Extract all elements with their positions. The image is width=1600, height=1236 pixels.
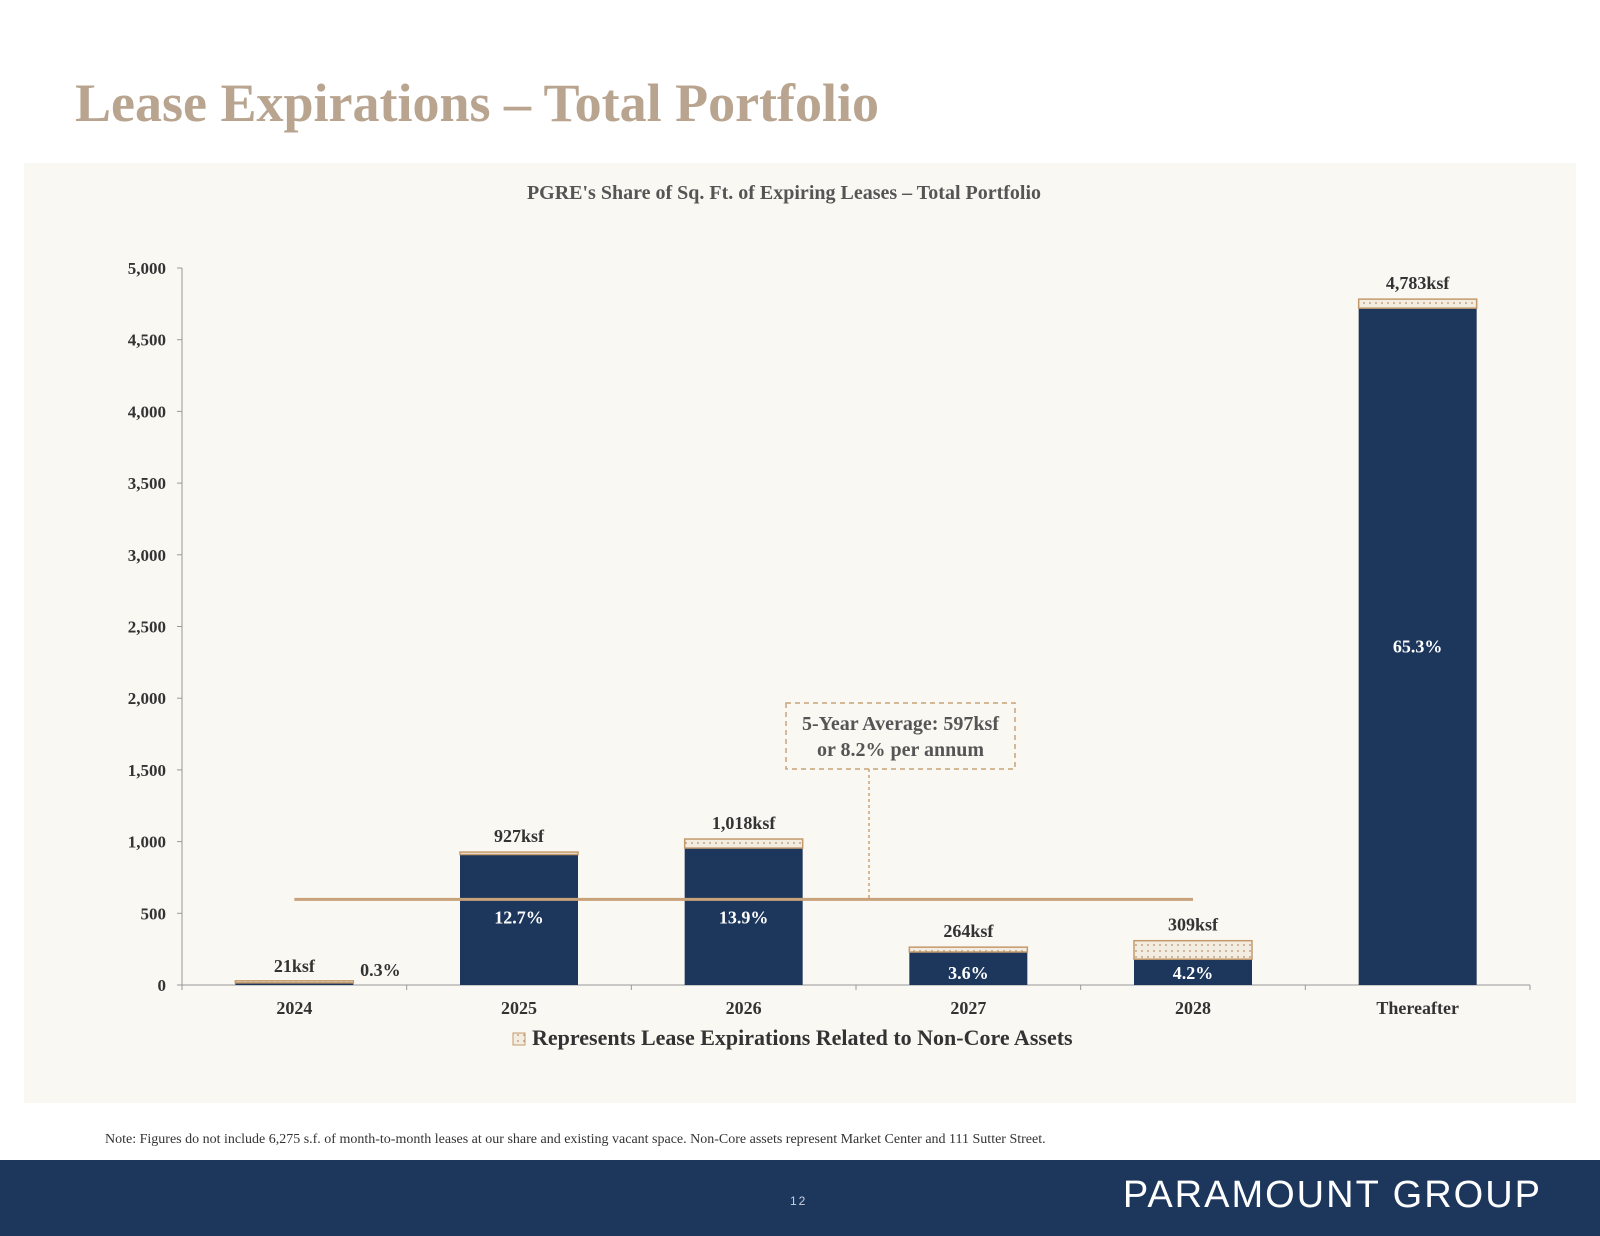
y-tick-label: 4,000 <box>128 402 166 421</box>
average-label-line2: or 8.2% per annum <box>817 739 984 761</box>
bar-core <box>1134 959 1252 985</box>
x-tick-label: 2026 <box>726 998 762 1018</box>
footer-bar: 12 PARAMOUNT GROUP <box>0 1160 1600 1236</box>
bar-core <box>1358 308 1477 985</box>
chart-panel: PGRE's Share of Sq. Ft. of Expiring Leas… <box>24 163 1576 1103</box>
average-callout-box <box>785 702 1016 770</box>
y-tick-label: 3,000 <box>128 546 166 565</box>
percent-label: 12.7% <box>494 907 544 927</box>
legend-swatch-noncore <box>512 1032 526 1046</box>
y-tick-label: 2,500 <box>128 618 166 637</box>
y-tick-label: 3,500 <box>128 474 166 493</box>
legend: Represents Lease Expirations Related to … <box>512 1025 1073 1050</box>
chart-title: PGRE's Share of Sq. Ft. of Expiring Leas… <box>527 182 1041 204</box>
bar-core <box>460 854 578 985</box>
bar-core <box>235 982 354 985</box>
bar-noncore <box>459 851 579 856</box>
average-label-line1: 5-Year Average: 597ksf <box>802 713 999 735</box>
bar-noncore <box>1133 939 1253 960</box>
percent-label: 0.3% <box>360 960 401 980</box>
bar-noncore <box>1357 298 1478 309</box>
percent-label: 4.2% <box>1173 963 1214 983</box>
legend-label: Represents Lease Expirations Related to … <box>532 1025 1073 1050</box>
bar-noncore <box>683 838 804 849</box>
total-label: 4,783ksf <box>1386 273 1451 293</box>
page-title: Lease Expirations – Total Portfolio <box>75 73 880 133</box>
average-annotation: 5-Year Average: 597ksf or 8.2% per annum <box>294 702 1193 901</box>
total-label: 309ksf <box>1168 915 1219 935</box>
y-tick-label: 1,500 <box>128 761 166 780</box>
y-tick-label: 500 <box>141 904 167 923</box>
x-tick-label: 2025 <box>501 998 537 1018</box>
total-label: 927ksf <box>494 826 545 846</box>
expirations-bar-chart: PGRE's Share of Sq. Ft. of Expiring Leas… <box>128 182 1531 1050</box>
y-tick-label: 1,000 <box>128 833 166 852</box>
y-tick-label: 0 <box>158 976 167 995</box>
data-labels: 21ksf 0.3% 927ksf 12.7% 1,018ksf 13.9% 264ksf 3… <box>274 273 1451 983</box>
bar-noncore <box>908 946 1029 953</box>
x-tick-label: Thereafter <box>1376 998 1459 1018</box>
x-tick-label: 2027 <box>950 998 986 1018</box>
percent-label: 13.9% <box>719 907 769 927</box>
percent-label: 3.6% <box>948 963 989 983</box>
x-tick-label: 2028 <box>1175 998 1211 1018</box>
bars <box>234 298 1478 985</box>
total-label: 264ksf <box>943 921 994 941</box>
bar-core <box>909 952 1028 985</box>
axes: 0 500 1,000 1,500 2,000 2,500 3,000 3,500 4,000 4… <box>128 259 1531 1018</box>
total-label: 21ksf <box>274 956 316 976</box>
bar-noncore <box>234 980 355 984</box>
y-tick-label: 4,500 <box>128 331 166 350</box>
page-number: 12 <box>790 1194 808 1208</box>
y-tick-label: 2,000 <box>128 689 166 708</box>
footnote: Note: Figures do not include 6,275 s.f. … <box>105 1132 1046 1147</box>
bar-core <box>684 848 803 985</box>
x-tick-label: 2024 <box>276 998 312 1018</box>
total-label: 1,018ksf <box>712 813 777 833</box>
percent-label: 65.3% <box>1393 637 1443 657</box>
brand-logo: PARAMOUNT GROUP <box>1122 1174 1542 1216</box>
y-tick-label: 5,000 <box>128 259 166 278</box>
